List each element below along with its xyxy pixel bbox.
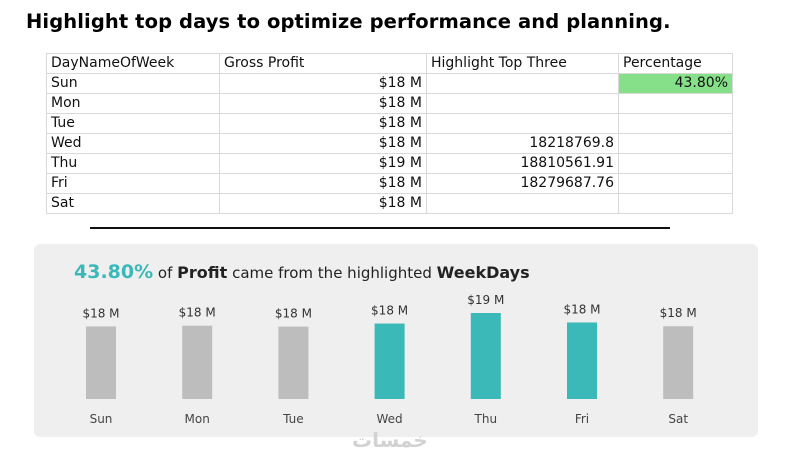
table-row: Thu $19 M 18810561.91 bbox=[46, 153, 733, 174]
tick-label-wed: Wed bbox=[377, 412, 403, 426]
table-row: Fri $18 M 18279687.76 bbox=[46, 173, 733, 194]
header-percentage: Percentage bbox=[618, 53, 733, 74]
cell-gross-profit[interactable]: $18 M bbox=[219, 73, 427, 94]
table-header-row: DayNameOfWeek Gross Profit Highlight Top… bbox=[46, 53, 733, 74]
cell-top[interactable]: 18810561.91 bbox=[426, 153, 619, 174]
cell-day[interactable]: Thu bbox=[46, 153, 220, 174]
cell-gross-profit[interactable]: $19 M bbox=[219, 153, 427, 174]
tick-label-tue: Tue bbox=[282, 412, 304, 426]
cell-gross-profit[interactable]: $18 M bbox=[219, 173, 427, 194]
headline: Highlight top days to optimize performan… bbox=[26, 10, 671, 33]
bar-wed bbox=[374, 323, 405, 399]
table-row: Mon $18 M bbox=[46, 93, 733, 114]
data-table: DayNameOfWeek Gross Profit Highlight Top… bbox=[46, 53, 733, 214]
cell-gross-profit[interactable]: $18 M bbox=[219, 193, 427, 214]
cell-day[interactable]: Tue bbox=[46, 113, 220, 134]
cell-top[interactable] bbox=[426, 113, 619, 134]
tick-label-thu: Thu bbox=[474, 412, 498, 426]
data-label-thu: $19 M bbox=[467, 293, 504, 307]
bar-chart: $18 M Sun $18 M Mon $18 M Tue $18 M Wed $19 M Thu… bbox=[82, 293, 697, 426]
data-label-fri: $18 M bbox=[563, 302, 600, 316]
tick-label-fri: Fri bbox=[575, 412, 589, 426]
cell-percentage[interactable] bbox=[618, 193, 733, 214]
cell-top[interactable] bbox=[426, 93, 619, 114]
panel-title: 43.80% of Profit came from the highlight… bbox=[74, 261, 530, 283]
tick-label-mon: Mon bbox=[185, 412, 210, 426]
divider-line bbox=[90, 227, 670, 229]
header-gross-profit: Gross Profit bbox=[219, 53, 427, 74]
table-row: Wed $18 M 18218769.8 bbox=[46, 133, 733, 154]
data-label-tue: $18 M bbox=[275, 307, 312, 321]
bar-fri bbox=[567, 322, 597, 399]
bar-thu bbox=[470, 313, 501, 399]
bar-tue bbox=[278, 326, 309, 399]
panel-of-text: of bbox=[157, 264, 173, 282]
cell-percentage[interactable] bbox=[618, 113, 733, 134]
cell-top[interactable] bbox=[426, 73, 619, 94]
panel-came-from-text: came from the highlighted bbox=[232, 264, 432, 282]
table-row: Sat $18 M bbox=[46, 193, 733, 214]
tick-label-sat: Sat bbox=[668, 412, 688, 426]
cell-day[interactable]: Sat bbox=[46, 193, 220, 214]
bar-mon bbox=[182, 325, 213, 399]
cell-gross-profit[interactable]: $18 M bbox=[219, 93, 427, 114]
data-label-sat: $18 M bbox=[660, 306, 697, 320]
header-highlight-top-three: Highlight Top Three bbox=[426, 53, 619, 74]
cell-day[interactable]: Wed bbox=[46, 133, 220, 154]
table-row: Sun $18 M 43.80% bbox=[46, 73, 733, 94]
cell-day[interactable]: Sun bbox=[46, 73, 220, 94]
cell-top[interactable]: 18279687.76 bbox=[426, 173, 619, 194]
panel-profit-text: Profit bbox=[177, 263, 228, 282]
cell-percentage[interactable] bbox=[618, 93, 733, 114]
cell-top[interactable]: 18218769.8 bbox=[426, 133, 619, 154]
tick-label-sun: Sun bbox=[90, 412, 113, 426]
panel-percentage: 43.80% bbox=[74, 261, 154, 283]
cell-gross-profit[interactable]: $18 M bbox=[219, 133, 427, 154]
cell-percentage[interactable] bbox=[618, 133, 733, 154]
header-day: DayNameOfWeek bbox=[46, 53, 220, 74]
table-row: Tue $18 M bbox=[46, 113, 733, 134]
cell-gross-profit[interactable]: $18 M bbox=[219, 113, 427, 134]
cell-percentage[interactable] bbox=[618, 173, 733, 194]
cell-top[interactable] bbox=[426, 193, 619, 214]
cell-percentage[interactable] bbox=[618, 153, 733, 174]
cell-day[interactable]: Mon bbox=[46, 93, 220, 114]
data-label-wed: $18 M bbox=[371, 304, 408, 318]
chart-panel: 43.80% of Profit came from the highlight… bbox=[34, 244, 758, 437]
panel-weekdays-text: WeekDays bbox=[436, 263, 530, 282]
cell-day[interactable]: Fri bbox=[46, 173, 220, 194]
bar-sat bbox=[663, 326, 694, 399]
watermark-logo: خمسات bbox=[352, 428, 428, 452]
data-label-mon: $18 M bbox=[179, 306, 216, 320]
cell-percentage[interactable]: 43.80% bbox=[618, 73, 733, 94]
data-label-sun: $18 M bbox=[82, 306, 119, 320]
bar-sun bbox=[86, 326, 116, 399]
